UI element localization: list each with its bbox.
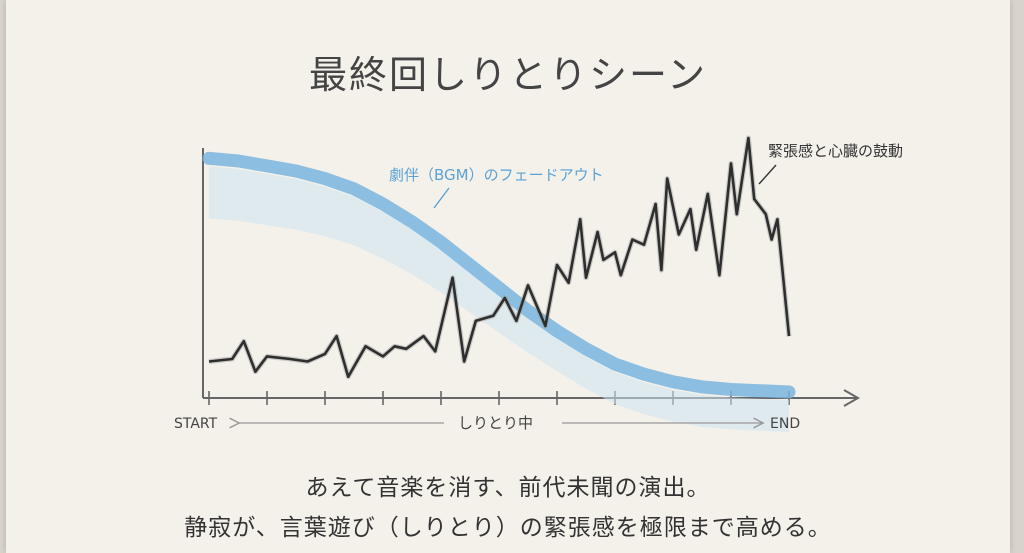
bgm-soft-band <box>209 158 789 432</box>
x-label-end: END <box>770 416 800 432</box>
series-bgm-line <box>202 151 796 399</box>
x-axis-arrowhead <box>843 389 861 407</box>
paper-background: 最終回しりとりシーン 劇伴（BGM）のフェードアウト 緊張感と心臓の鼓動 STA… <box>6 0 1010 553</box>
heartbeat-annotation: 緊張感と心臓の鼓動 <box>768 142 903 160</box>
caption-line-2: 静寂が、言葉遊び（しりとり）の緊張感を極限まで高める。 <box>184 515 832 541</box>
page-title: 最終回しりとりシーン <box>308 53 708 97</box>
series-heartbeat-line <box>208 136 791 379</box>
caption-line-1: あえて音楽を消す、前代未聞の演出。 <box>305 475 711 501</box>
bgm-annotation: 劇伴（BGM）のフェードアウト <box>389 166 604 184</box>
x-label-start: START <box>174 416 218 432</box>
bgm-annotation-leader <box>433 187 450 209</box>
x-label-middle: しりとり中 <box>458 414 533 432</box>
heartbeat-annotation-leader <box>758 164 777 185</box>
chart: 劇伴（BGM）のフェードアウト 緊張感と心臓の鼓動 START しりとり中 EN… <box>174 135 903 432</box>
